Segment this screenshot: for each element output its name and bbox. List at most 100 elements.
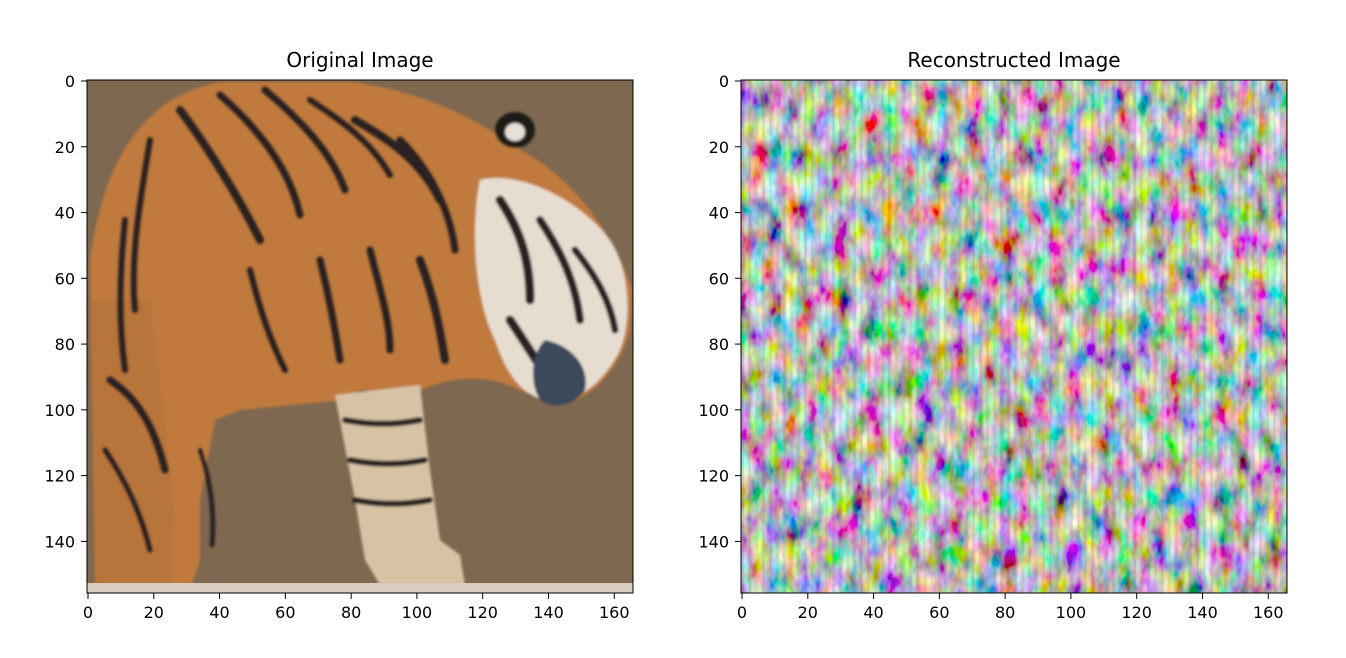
noise-streak (923, 80, 926, 593)
noise-streak (944, 80, 947, 593)
tiger-stripes (102, 86, 619, 553)
chart-title-reconstructed: Reconstructed Image (907, 48, 1120, 72)
noise-streak (993, 80, 996, 593)
tiger-front-leg (335, 385, 465, 585)
y-tick-label-reconstructed: 80 (709, 335, 729, 354)
noise-streak (1091, 80, 1094, 593)
noise-streak (930, 80, 933, 593)
x-tick-label-reconstructed: 80 (995, 603, 1015, 622)
noise-streak (832, 80, 835, 593)
y-tick-label-original: 60 (55, 269, 75, 288)
noise-streak (769, 80, 772, 593)
noise-streak (1063, 80, 1066, 593)
noise-streak (958, 80, 961, 593)
tiger-back-leg (90, 300, 175, 585)
x-tick-label-reconstructed: 100 (1056, 603, 1087, 622)
noise-streak (839, 80, 842, 593)
y-tick-label-original: 140 (44, 532, 75, 551)
chart-title-original: Original Image (286, 48, 433, 72)
x-tick-label-reconstructed: 140 (1187, 603, 1218, 622)
noise-streak (1245, 80, 1248, 593)
noise-streak (825, 80, 828, 593)
tiger-photo (87, 80, 633, 593)
reconstructed-noise-image (741, 80, 1287, 593)
x-tick-label-original: 0 (83, 603, 93, 622)
axes-frame-reconstructed (740, 79, 1288, 594)
noise-streak (1084, 80, 1087, 593)
x-tick-label-original: 20 (144, 603, 164, 622)
tiger-muzzle (533, 340, 586, 406)
noise-streak (867, 80, 870, 593)
noise-streak (1049, 80, 1052, 593)
noise-streak (895, 80, 898, 593)
noise-streak (1196, 80, 1199, 593)
tiger-head (475, 178, 628, 401)
y-tick-label-reconstructed: 120 (698, 467, 729, 486)
y-tick-label-reconstructed: 60 (709, 269, 729, 288)
y-tick-label-reconstructed: 40 (709, 204, 729, 223)
noise-streak (853, 80, 856, 593)
noise-streak (1154, 80, 1157, 593)
x-tick-label-original: 140 (533, 603, 564, 622)
x-tick-label-original: 80 (341, 603, 361, 622)
noise-streak (1259, 80, 1262, 593)
noise-streak (902, 80, 905, 593)
noise-streak (1161, 80, 1164, 593)
noise-streak (783, 80, 786, 593)
noise-streak (1140, 80, 1143, 593)
ticks-original: 0 20 40 60 80 100 120 140 160 0 20 40 60 80 100 120 140 (44, 72, 629, 622)
noise-streak (790, 80, 793, 593)
noise-streak (1273, 80, 1276, 593)
noise-streak (1217, 80, 1220, 593)
noise-streak (979, 80, 982, 593)
noise-streak (797, 80, 800, 593)
x-tick-label-reconstructed: 160 (1253, 603, 1284, 622)
x-tick-label-reconstructed: 40 (863, 603, 883, 622)
noise-streak (741, 80, 744, 593)
x-tick-label-original: 160 (599, 603, 630, 622)
noise-streak (972, 80, 975, 593)
noise-streak (937, 80, 940, 593)
y-tick-label-reconstructed: 100 (698, 401, 729, 420)
noise-streak (1035, 80, 1038, 593)
noise-streak (1210, 80, 1213, 593)
noise-streak (1000, 80, 1003, 593)
noise-streak (804, 80, 807, 593)
noise-streak (1056, 80, 1059, 593)
noise-streak (1112, 80, 1115, 593)
y-tick-label-original: 80 (55, 335, 75, 354)
reconstructed-image-axes: Reconstructed Image 0 20 40 60 80 100 120 140 16… (698, 48, 1288, 622)
noise-streak (1168, 80, 1171, 593)
noise-streak (1014, 80, 1017, 593)
noise-streak (1007, 80, 1010, 593)
x-tick-label-reconstructed: 120 (1121, 603, 1152, 622)
ticks-reconstructed: 0 20 40 60 80 100 120 140 160 0 20 40 60 80 100 120 140 (698, 72, 1283, 622)
noise-texture (741, 80, 1287, 593)
y-tick-label-original: 100 (44, 401, 75, 420)
noise-streak (909, 80, 912, 593)
noise-streak (846, 80, 849, 593)
noise-streak (755, 80, 758, 593)
y-tick-label-original: 0 (65, 72, 75, 91)
noise-streak (1147, 80, 1150, 593)
noise-streak (1028, 80, 1031, 593)
noise-streak (860, 80, 863, 593)
noise-streak (986, 80, 989, 593)
noise-streak (1280, 80, 1283, 593)
noise-streak (951, 80, 954, 593)
x-tick-label-original: 120 (467, 603, 498, 622)
noise-streak (748, 80, 751, 593)
noise-streak (776, 80, 779, 593)
noise-streak (1252, 80, 1255, 593)
noise-streak (1070, 80, 1073, 593)
x-tick-label-reconstructed: 20 (798, 603, 818, 622)
noise-streak (881, 80, 884, 593)
y-tick-label-original: 40 (55, 204, 75, 223)
noise-streak (916, 80, 919, 593)
noise-streak (1182, 80, 1185, 593)
x-tick-label-original: 60 (275, 603, 295, 622)
image-bottom-edge (87, 583, 633, 593)
noise-streak (1042, 80, 1045, 593)
noise-streak (1203, 80, 1206, 593)
axes-frame-original (86, 79, 634, 594)
